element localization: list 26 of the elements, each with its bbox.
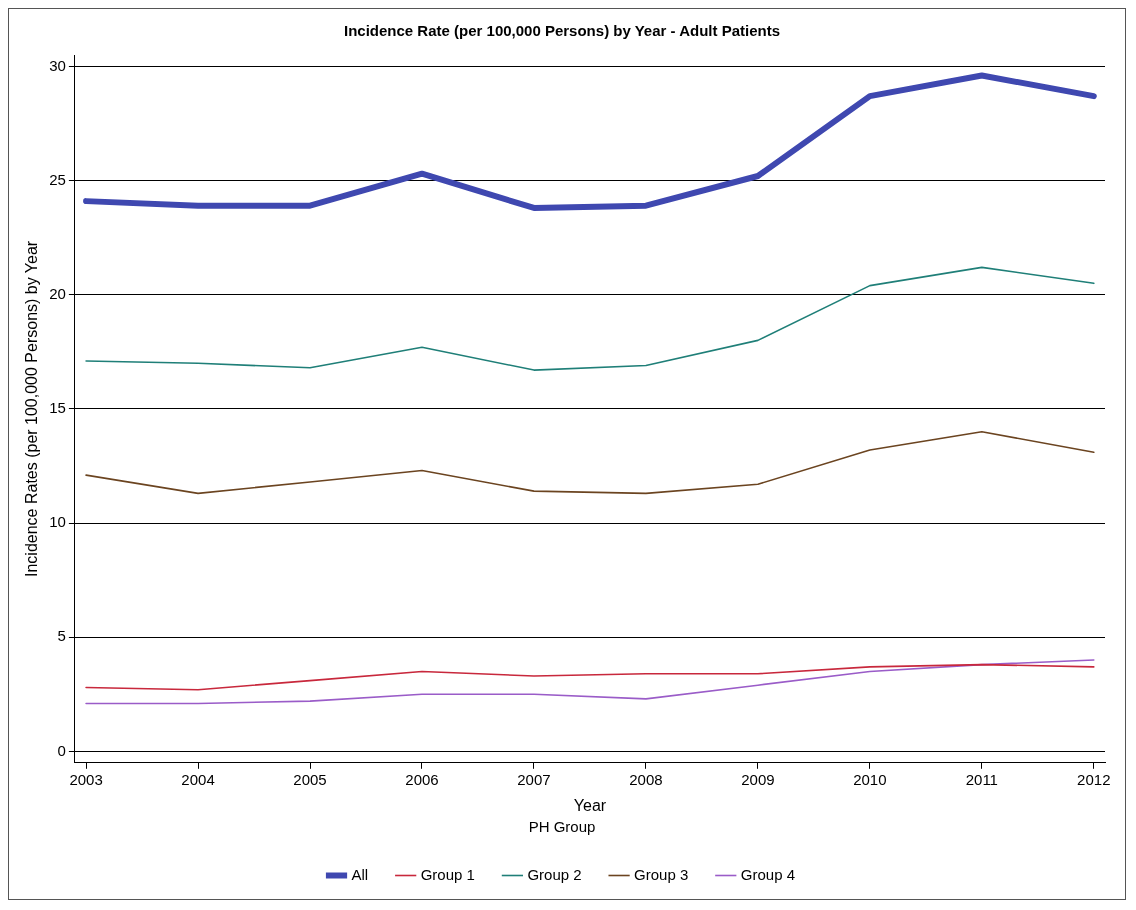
legend-label: Group 1 <box>420 865 475 883</box>
y-tick-label: 15 <box>49 399 66 417</box>
x-tick-label: 2003 <box>69 770 103 788</box>
y-tick-label: 5 <box>57 627 66 645</box>
legend-label: Group 3 <box>634 865 689 883</box>
x-tick-label: 2004 <box>181 770 215 788</box>
legend-label: All <box>351 865 369 883</box>
x-axis-title: Year <box>573 796 607 814</box>
x-tick-label: 2008 <box>629 770 663 788</box>
y-tick-label: 0 <box>57 741 66 759</box>
legend-title: PH Group <box>528 817 596 835</box>
legend-label: Group 4 <box>740 865 795 883</box>
y-axis-title: Incidence Rates (per 100,000 Persons) by Year <box>23 240 41 578</box>
y-tick-label: 20 <box>49 284 66 302</box>
x-tick-label: 2007 <box>517 770 551 788</box>
y-tick-label: 10 <box>49 513 66 531</box>
legend-label: Group 2 <box>527 865 582 883</box>
x-tick-label: 2006 <box>405 770 439 788</box>
x-tick-label: 2009 <box>741 770 775 788</box>
y-tick-label: 30 <box>49 56 66 74</box>
x-tick-label: 2010 <box>853 770 887 788</box>
x-tick-label: 2011 <box>965 770 998 788</box>
x-tick-label: 2005 <box>293 770 327 788</box>
y-tick-label: 25 <box>49 170 66 188</box>
x-tick-label: 2012 <box>1077 770 1111 788</box>
chart-title: Incidence Rate (per 100,000 Persons) by Year - Adult Patients <box>343 22 781 40</box>
